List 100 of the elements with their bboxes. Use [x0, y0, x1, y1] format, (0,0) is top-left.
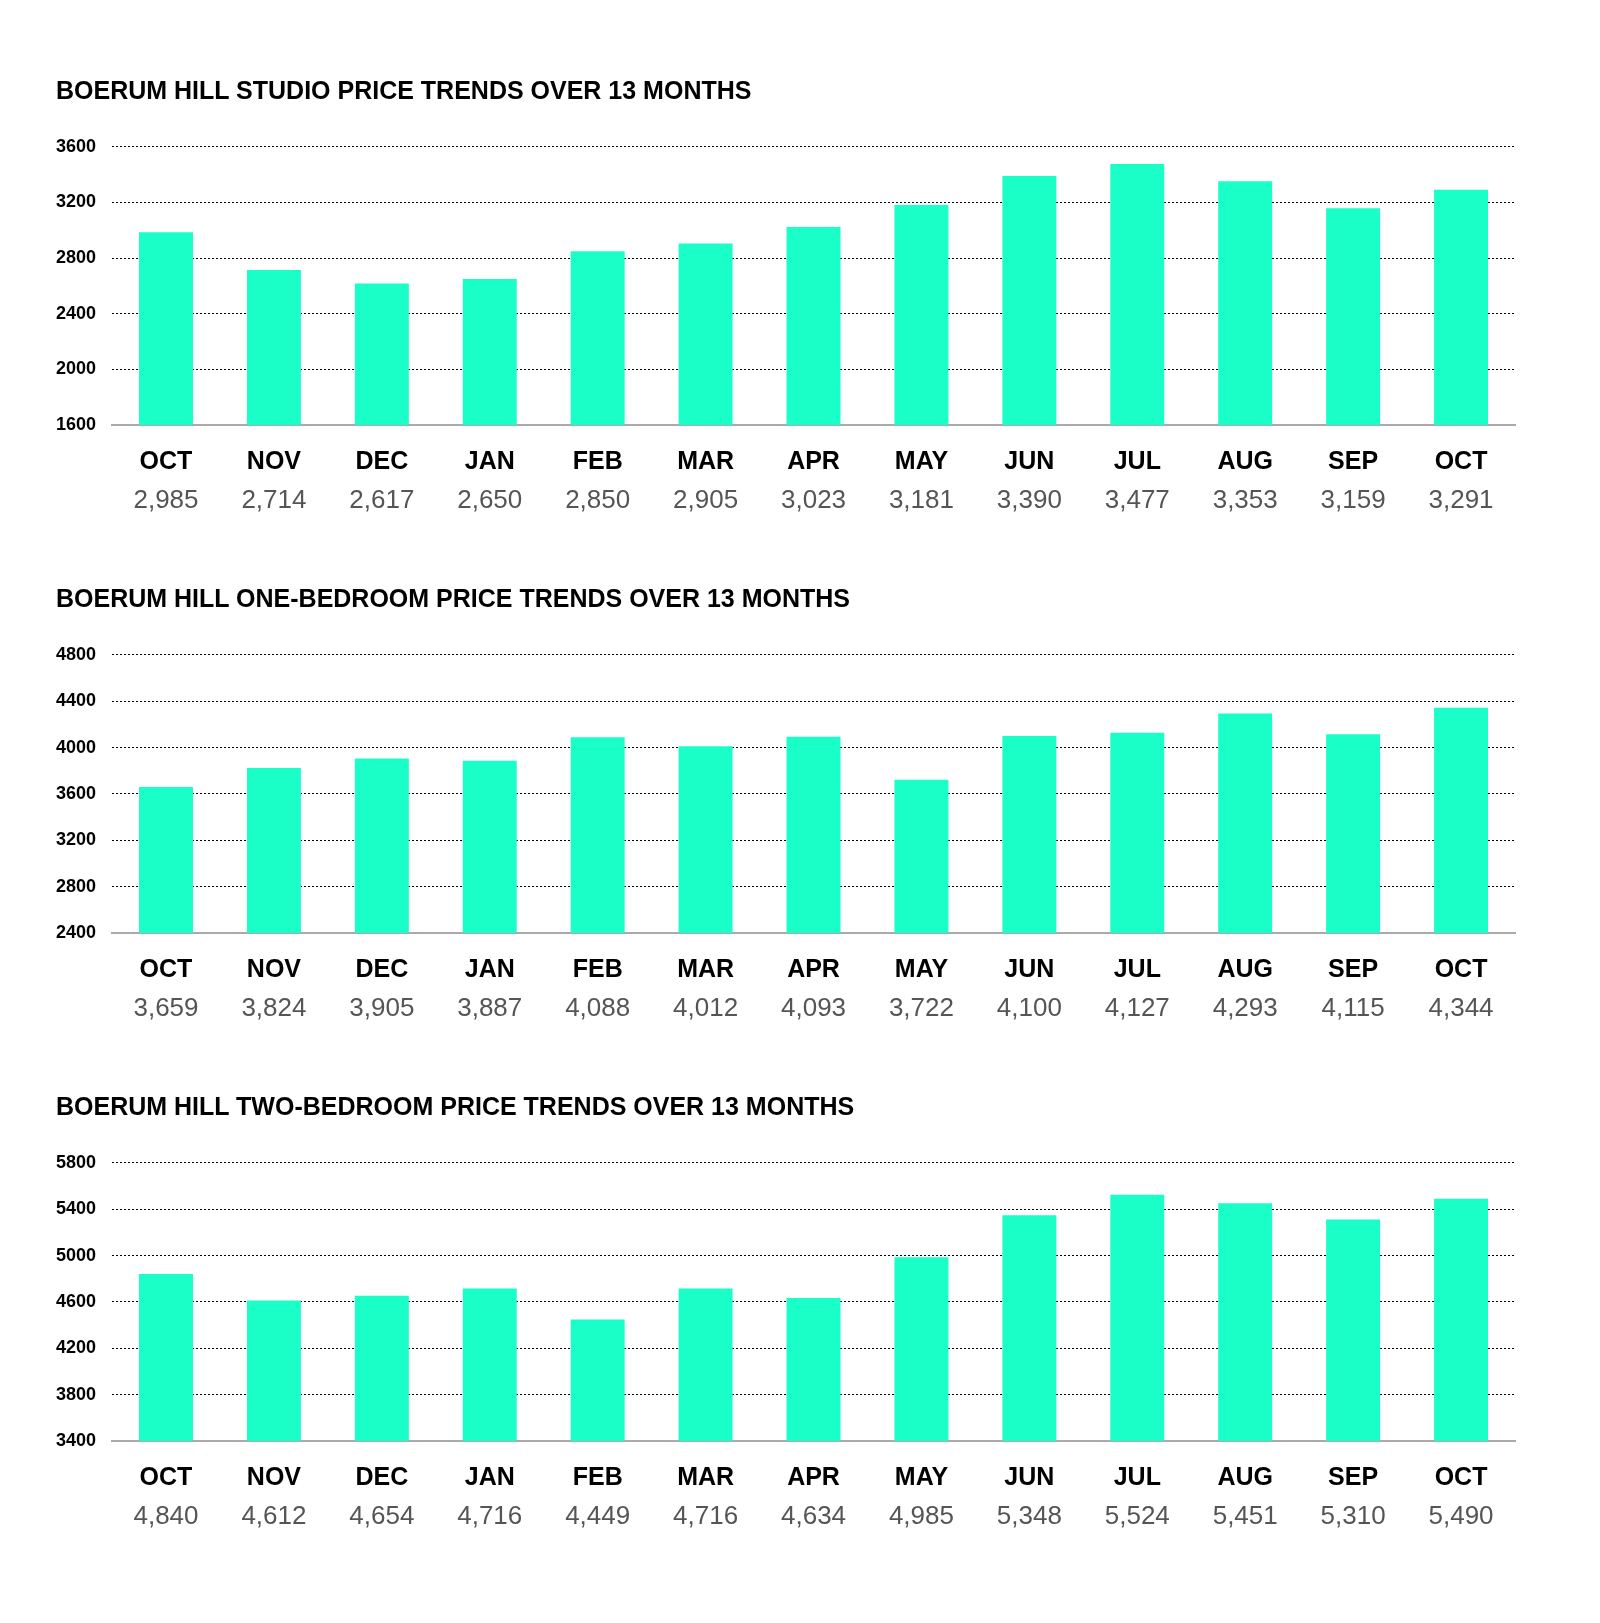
y-tick-label: 5800 [56, 1151, 97, 1172]
x-tick-label: DEC [355, 1461, 409, 1490]
x-tick-label: JAN [464, 445, 515, 474]
x-tick-label: APR [787, 953, 840, 982]
x-tick-label: MAR [677, 953, 735, 982]
y-tick-label: 2000 [56, 358, 97, 379]
data-label: 4,088 [565, 992, 631, 1023]
x-tick-label: APR [787, 445, 840, 474]
data-label: 3,159 [1320, 484, 1386, 515]
x-tick-label: NOV [246, 1461, 302, 1490]
y-tick-label: 1600 [56, 413, 97, 434]
data-label: 4,344 [1428, 992, 1494, 1023]
x-tick-label: JUN [1004, 953, 1055, 982]
x-tick-label: JUN [1004, 1461, 1055, 1490]
x-tick-label: FEB [572, 1461, 623, 1490]
y-tick-label: 2400 [56, 921, 97, 942]
x-tick-label: OCT [139, 445, 193, 474]
y-tick-label: 2800 [56, 247, 97, 268]
data-label: 4,100 [996, 992, 1062, 1023]
x-tick-label: OCT [139, 953, 193, 982]
x-tick-label: AUG [1217, 1461, 1273, 1490]
x-tick-label: NOV [246, 445, 302, 474]
y-tick-label: 2800 [56, 875, 97, 896]
x-tick-label: JUL [1113, 1461, 1161, 1490]
x-tick-label: FEB [572, 953, 623, 982]
data-label: 4,449 [565, 1500, 631, 1531]
data-label: 2,714 [241, 484, 307, 515]
x-tick-label: OCT [1434, 1461, 1488, 1490]
y-tick-label: 4200 [56, 1337, 97, 1358]
x-tick-label: DEC [355, 953, 409, 982]
x-tick-label: FEB [572, 445, 623, 474]
y-tick-label: 2400 [56, 302, 97, 323]
chart-title: BOERUM HILL ONE-BEDROOM PRICE TRENDS OVER 13 MONTHS [56, 584, 851, 613]
data-label: 5,451 [1212, 1500, 1278, 1531]
x-tick-label: SEP [1328, 1461, 1379, 1490]
x-tick-label: OCT [139, 1461, 193, 1490]
x-tick-label: MAR [677, 445, 735, 474]
x-tick-label: SEP [1328, 953, 1379, 982]
y-tick-label: 5000 [56, 1244, 97, 1265]
x-tick-label: MAR [677, 1461, 735, 1490]
x-tick-label: AUG [1217, 445, 1273, 474]
x-tick-label: NOV [246, 953, 302, 982]
x-tick-label: MAY [894, 1461, 949, 1490]
data-label: 3,887 [457, 992, 523, 1023]
data-label: 2,650 [457, 484, 523, 515]
data-label: 5,310 [1320, 1500, 1386, 1531]
data-label: 5,524 [1104, 1500, 1170, 1531]
data-label: 3,023 [780, 484, 847, 515]
data-label: 3,353 [1212, 484, 1278, 515]
data-label: 3,659 [133, 992, 199, 1023]
x-tick-label: DEC [355, 445, 409, 474]
data-label: 4,716 [457, 1500, 523, 1531]
data-label: 4,012 [673, 992, 739, 1023]
data-label: 3,905 [349, 992, 415, 1023]
y-tick-label: 3800 [56, 1383, 97, 1404]
x-tick-label: JAN [464, 953, 515, 982]
x-tick-label: SEP [1328, 445, 1379, 474]
data-label: 4,115 [1321, 992, 1385, 1023]
y-tick-label: 3200 [56, 191, 97, 212]
x-tick-label: OCT [1434, 445, 1488, 474]
y-tick-label: 3400 [56, 1429, 97, 1450]
data-label: 3,291 [1428, 484, 1494, 515]
data-label: 3,390 [996, 484, 1062, 515]
x-tick-label: MAY [894, 445, 949, 474]
data-label: 4,985 [888, 1500, 954, 1531]
y-tick-label: 5400 [56, 1198, 97, 1219]
y-tick-label: 4400 [56, 690, 97, 711]
x-tick-label: AUG [1217, 953, 1273, 982]
y-tick-label: 4800 [56, 643, 97, 664]
data-label: 4,127 [1104, 992, 1170, 1023]
data-label: 2,617 [349, 484, 415, 515]
data-label: 3,722 [888, 992, 954, 1023]
data-label: 4,293 [1212, 992, 1278, 1023]
x-tick-label: JUN [1004, 445, 1055, 474]
x-tick-label: JUL [1113, 445, 1161, 474]
data-label: 2,985 [133, 484, 199, 515]
y-tick-label: 4600 [56, 1290, 97, 1311]
data-label: 5,348 [996, 1500, 1062, 1531]
x-tick-label: MAY [894, 953, 949, 982]
data-label: 4,634 [780, 1500, 847, 1531]
x-tick-label: OCT [1434, 953, 1488, 982]
data-label: 5,490 [1428, 1500, 1494, 1531]
data-label: 3,181 [888, 484, 954, 515]
x-tick-label: JAN [464, 1461, 515, 1490]
chart-title: BOERUM HILL STUDIO PRICE TRENDS OVER 13 MONTHS [56, 76, 752, 105]
data-label: 4,612 [241, 1500, 307, 1531]
data-label: 3,477 [1104, 484, 1170, 515]
x-tick-label: JUL [1113, 953, 1161, 982]
chart-title: BOERUM HILL TWO-BEDROOM PRICE TRENDS OVER 13 MONTHS [56, 1092, 855, 1121]
data-label: 4,654 [349, 1500, 415, 1531]
data-label: 4,716 [673, 1500, 739, 1531]
y-tick-label: 3200 [56, 829, 97, 850]
data-label: 3,824 [241, 992, 307, 1023]
data-label: 4,093 [780, 992, 847, 1023]
x-tick-label: APR [787, 1461, 840, 1490]
y-tick-label: 3600 [56, 135, 97, 156]
data-label: 2,905 [673, 484, 739, 515]
y-tick-label: 3600 [56, 782, 97, 803]
data-label: 4,840 [133, 1500, 199, 1531]
data-label: 2,850 [565, 484, 631, 515]
